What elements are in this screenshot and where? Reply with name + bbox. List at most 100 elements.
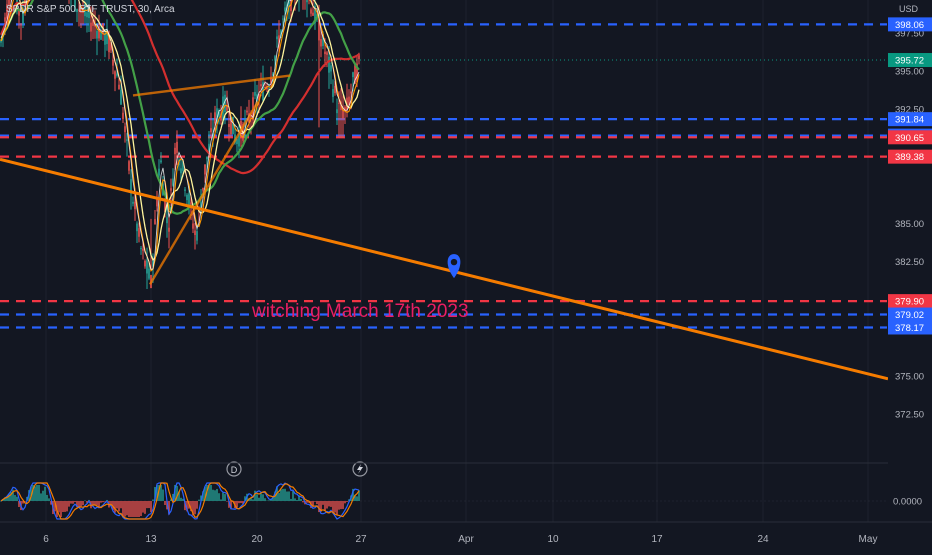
candle-body — [138, 228, 140, 237]
histogram-bar — [116, 501, 118, 508]
candle-body — [306, 0, 308, 2]
price-level-tag-label: 398.06 — [895, 20, 924, 31]
location-pin-icon-hole — [451, 259, 457, 265]
histogram-bar — [126, 501, 128, 515]
histogram-bar — [326, 501, 328, 509]
histogram-bar — [252, 499, 254, 501]
candle-body — [202, 188, 204, 191]
histogram-bar — [220, 499, 222, 501]
price-axis-background — [888, 0, 932, 550]
x-tick-label: 20 — [251, 534, 263, 545]
candle-body — [90, 23, 92, 32]
candle-body — [4, 17, 6, 21]
histogram-bar — [114, 501, 116, 513]
candle-body — [228, 124, 230, 127]
histogram-bar — [290, 499, 292, 501]
histogram-bar — [194, 501, 196, 514]
histogram-bar — [70, 501, 72, 504]
histogram-bar — [150, 501, 152, 512]
histogram-bar — [324, 501, 326, 510]
candle-body — [132, 202, 134, 204]
candle-body — [276, 36, 278, 39]
histogram-bar — [258, 498, 260, 501]
candle-body — [350, 91, 352, 93]
x-tick-label: 27 — [355, 534, 367, 545]
candle-body — [338, 103, 340, 104]
x-tick-label: 10 — [547, 534, 559, 545]
histogram-bar — [142, 501, 144, 513]
histogram-bar — [300, 499, 302, 501]
histogram-bar — [118, 501, 120, 511]
currency-label: USD — [899, 4, 918, 14]
candle-body — [180, 168, 182, 173]
histogram-bar — [296, 500, 298, 501]
candle-body — [194, 230, 196, 234]
x-tick-label: 13 — [145, 534, 157, 545]
candle-body — [128, 161, 130, 171]
price-level-tag-label: 389.38 — [895, 152, 924, 163]
histogram-bar — [94, 501, 96, 505]
histogram-bar — [132, 501, 134, 517]
histogram-bar — [342, 501, 344, 509]
candle-body — [140, 248, 142, 249]
histogram-bar — [356, 496, 358, 501]
candle-body — [142, 249, 144, 251]
histogram-bar — [256, 494, 258, 501]
candle-body — [334, 86, 336, 93]
histogram-bar — [42, 491, 44, 501]
y-tick-label: 385.00 — [895, 219, 924, 230]
candle-body — [312, 13, 314, 16]
histogram-bar — [60, 501, 62, 517]
x-tick-label: Apr — [458, 534, 474, 545]
histogram-bar — [96, 501, 98, 505]
histogram-bar — [222, 493, 224, 501]
histogram-bar — [138, 501, 140, 517]
histogram-bar — [216, 489, 218, 501]
histogram-bar — [82, 501, 84, 505]
histogram-bar — [140, 501, 142, 516]
candle-body — [174, 148, 176, 154]
histogram-bar — [322, 501, 324, 505]
histogram-bar — [148, 501, 150, 508]
histogram-bar — [292, 491, 294, 501]
histogram-bar — [264, 498, 266, 501]
x-tick-label: 24 — [757, 534, 769, 545]
histogram-bar — [346, 501, 348, 502]
histogram-bar — [210, 485, 212, 501]
candle-body — [166, 217, 168, 223]
candle-body — [20, 24, 22, 25]
histogram-bar — [196, 501, 198, 509]
histogram-bar — [34, 486, 36, 501]
price-level-tag-label: 378.17 — [895, 323, 924, 334]
price-level-tag-label: 379.02 — [895, 310, 924, 321]
histogram-bar — [124, 501, 126, 517]
candle-body — [188, 194, 190, 206]
histogram-bar — [16, 497, 18, 501]
x-tick-label: 17 — [651, 534, 663, 545]
current-price-label: 395.72 — [895, 56, 924, 67]
y-tick-label: 382.50 — [895, 257, 924, 268]
candle-body — [214, 112, 216, 123]
candle-body — [320, 39, 322, 46]
candle-body — [352, 72, 354, 77]
candle-body — [184, 189, 186, 191]
dividend-marker-label: D — [231, 465, 238, 475]
histogram-bar — [146, 501, 148, 508]
candle-body — [120, 90, 122, 105]
chart-title: SPDR S&P 500 ETF TRUST, 30, Arca — [6, 4, 175, 15]
candle-body — [124, 126, 126, 132]
histogram-bar — [330, 501, 332, 507]
histogram-bar — [344, 501, 346, 503]
candle-body — [116, 74, 118, 76]
histogram-bar — [316, 501, 318, 504]
histogram-bar — [282, 489, 284, 501]
histogram-bar — [68, 501, 70, 507]
candle-body — [330, 65, 332, 71]
candle-body — [210, 128, 212, 132]
candle-body — [170, 188, 172, 190]
x-tick-label: 6 — [43, 534, 49, 545]
annotation-witching: witching March 17th 2023 — [251, 301, 469, 322]
y-tick-label: 375.00 — [895, 371, 924, 382]
